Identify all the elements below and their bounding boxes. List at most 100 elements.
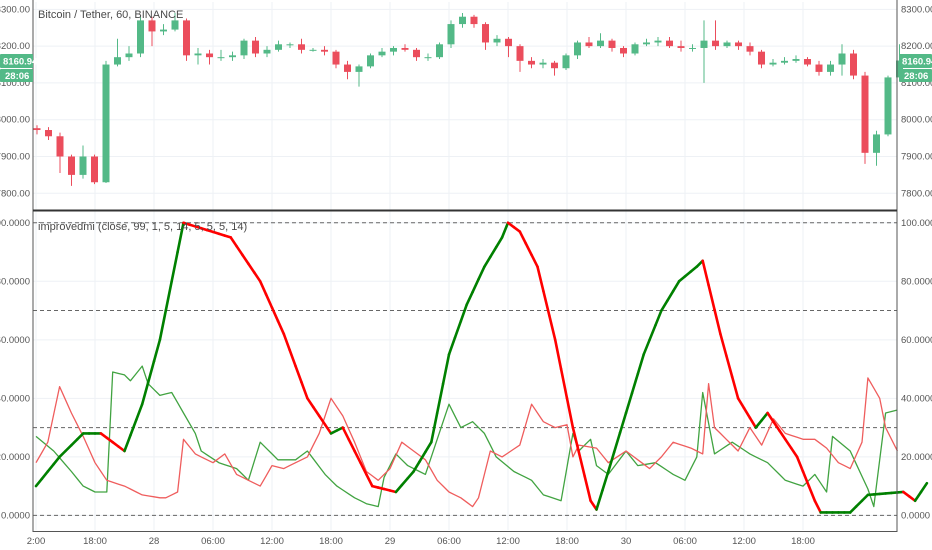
indicator-main-segment	[724, 354, 734, 379]
indicator-green-line	[35, 365, 898, 508]
indicator-y-tick-label-left: 60.0000	[0, 335, 30, 346]
indicator-main-segment	[135, 402, 144, 422]
indicator-main-segment	[736, 397, 746, 410]
indicator-main-segment	[565, 397, 575, 429]
indicator-main-segment	[483, 255, 492, 268]
indicator-main-segment	[760, 411, 769, 422]
indicator-main-segment	[264, 293, 274, 309]
indicator-main-segment	[536, 265, 545, 293]
indicator-main-segment	[288, 348, 297, 368]
x-tick-label: 30	[621, 536, 632, 547]
indicator-main-segment	[730, 375, 740, 400]
candle-body	[597, 40, 604, 47]
candle-body	[516, 46, 524, 61]
candle-body	[217, 57, 225, 59]
candle-body	[321, 49, 328, 52]
indicator-main-segment	[772, 420, 781, 432]
candle-body	[815, 64, 823, 72]
indicator-main-segment	[64, 443, 73, 453]
candle-body	[689, 47, 696, 49]
indicator-main-segment	[854, 499, 864, 508]
indicator-main-segment	[129, 418, 138, 437]
indicator-main-segment	[860, 493, 870, 503]
indicator-main-segment	[76, 432, 85, 441]
candle-body	[758, 51, 765, 65]
price-y-tick-label-right: 8000.00	[901, 115, 932, 126]
price-y-tick-label-left: 8300.00	[0, 4, 30, 15]
indicator-main-segment	[359, 461, 368, 476]
indicator-main-segment	[406, 470, 415, 480]
indicator-main-segment	[235, 244, 244, 257]
indicator-main-segment	[500, 221, 510, 239]
indicator-main-segment	[542, 289, 551, 317]
candle-body	[298, 44, 305, 50]
candle-body	[367, 55, 374, 67]
indicator-main-segment	[323, 423, 333, 435]
indicator-main-segment	[294, 364, 303, 384]
indicator-main-segment	[636, 353, 646, 376]
price-y-tick-label-left: 8000.00	[0, 115, 30, 126]
x-tick-label: 29	[385, 536, 396, 547]
candle-body	[263, 49, 271, 54]
candle-body	[56, 136, 64, 157]
indicator-y-tick-label-left: 20.0000	[0, 452, 30, 463]
indicator-main-segment	[253, 271, 262, 283]
indicator-main-segment	[52, 455, 61, 466]
indicator-main-segment	[754, 418, 764, 429]
candle-body	[505, 38, 512, 47]
indicator-main-segment	[40, 470, 50, 481]
indicator-main-segment	[435, 382, 445, 415]
candle-body	[493, 38, 501, 43]
indicator-pane-title: improvedmi (close, 99, 1, 5, 14, 5, 5, 5…	[38, 221, 247, 233]
indicator-main-segment	[547, 314, 557, 342]
candle-body	[355, 66, 363, 72]
indicator-main-segment	[618, 411, 628, 434]
price-y-tick-label-left: 8200.00	[0, 41, 30, 52]
indicator-main-segment	[424, 440, 433, 454]
x-tick-label: 28	[149, 536, 160, 547]
indicator-main-segment	[665, 289, 675, 303]
indicator-main-segment	[258, 279, 268, 296]
indicator-main-segment	[123, 434, 132, 453]
indicator-y-tick-label-right: 20.0000	[901, 452, 932, 463]
price-y-tick-label-left: 8100.00	[0, 78, 30, 89]
indicator-main-segment	[276, 319, 286, 336]
candle-body	[643, 42, 650, 45]
price-tags: 8160.94 28:06 8160.94 28:06	[0, 54, 932, 82]
indicator-main-segment	[70, 437, 79, 447]
indicator-main-segment	[152, 338, 162, 363]
x-tick-label: 12:00	[732, 536, 756, 547]
indicator-main-segment	[612, 431, 622, 454]
candle-body	[171, 20, 179, 30]
indicator-y-tick-label-left: 80.0000	[0, 276, 30, 287]
indicator-y-tick-label-right: 40.0000	[901, 393, 932, 404]
candle-body	[769, 62, 777, 65]
price-y-tick-label-right: 7800.00	[901, 188, 932, 199]
indicator-main-segment	[317, 414, 327, 426]
indicator-main-segment	[158, 309, 168, 342]
indicator-main-segment	[913, 490, 923, 503]
price-y-tick-label-right: 8100.00	[901, 78, 932, 89]
candle-body	[206, 53, 213, 58]
candle-body	[114, 57, 121, 65]
candle-body	[574, 42, 581, 56]
indicator-series	[34, 221, 929, 514]
x-tick-label: 12:00	[496, 536, 520, 547]
indicator-main-segment	[229, 236, 238, 248]
indicator-main-segment	[813, 499, 823, 514]
x-tick-label: 06:00	[201, 536, 225, 547]
chart-grid	[33, 2, 897, 530]
indicator-main-segment	[648, 323, 657, 342]
candle-body	[850, 53, 857, 76]
price-pane-title: Bitcoin / Tether, 60, BINANCE	[38, 9, 183, 21]
countdown-tag-right	[899, 69, 932, 82]
x-tick-label: 06:00	[437, 536, 461, 547]
x-tick-label: 18:00	[83, 536, 107, 547]
candle-body	[436, 44, 443, 58]
price-y-tick-label-right: 8200.00	[901, 41, 932, 52]
candle-body	[551, 62, 558, 69]
countdown-label-left: 28:06	[5, 71, 29, 82]
candle-body	[562, 55, 570, 69]
